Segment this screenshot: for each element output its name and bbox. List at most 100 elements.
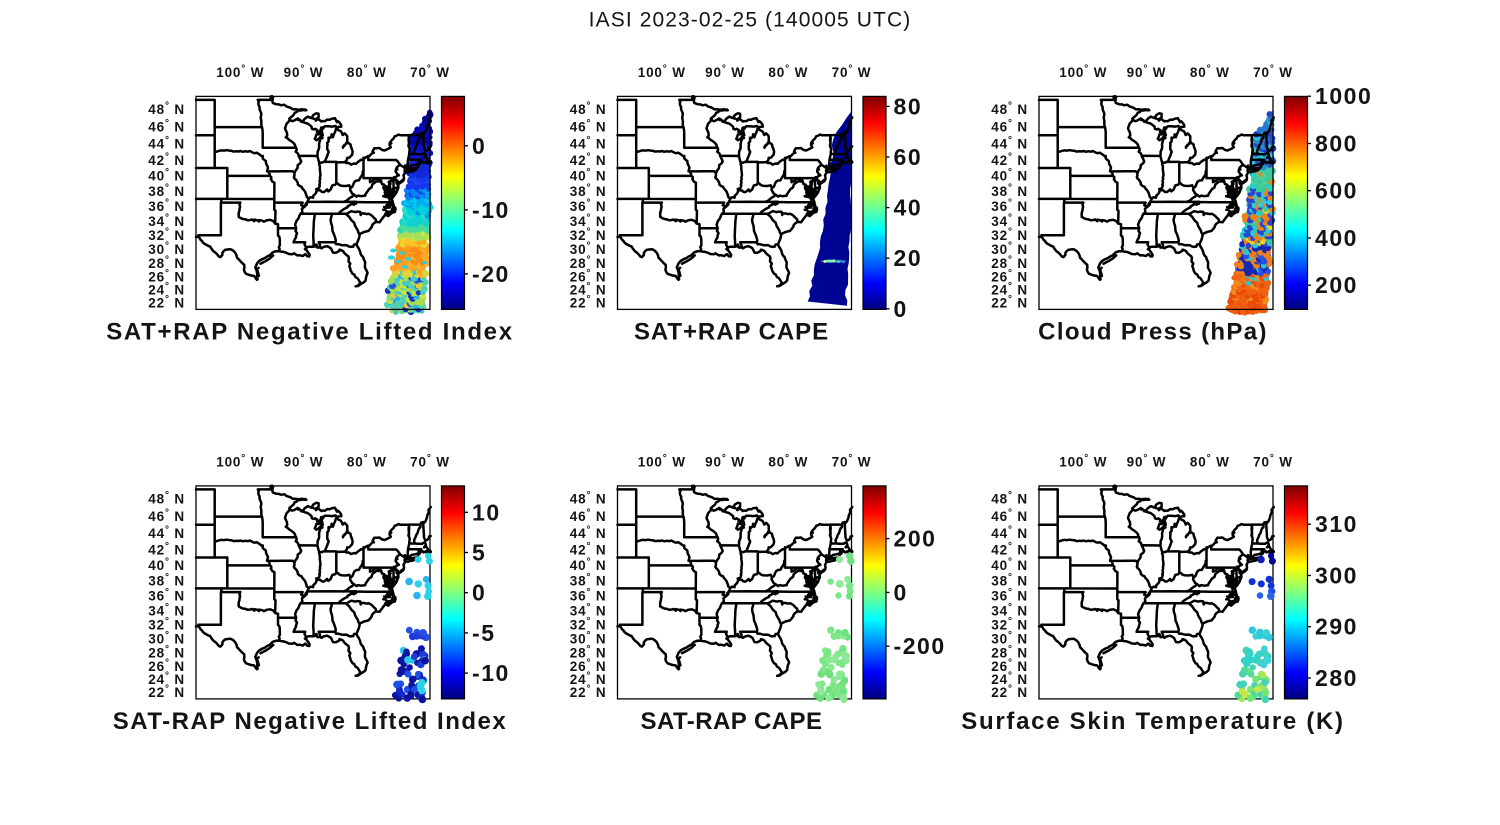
svg-text:38° N: 38° N [991, 183, 1028, 200]
svg-text:36° N: 36° N [148, 587, 185, 604]
svg-text:26° N: 26° N [991, 268, 1028, 285]
svg-text:40° N: 40° N [570, 167, 607, 184]
svg-text:32° N: 32° N [991, 616, 1028, 633]
svg-text:26° N: 26° N [570, 268, 607, 285]
svg-text:28° N: 28° N [570, 254, 607, 271]
svg-text:24° N: 24° N [570, 281, 607, 298]
svg-text:30° N: 30° N [570, 630, 607, 647]
svg-text:22° N: 22° N [991, 294, 1028, 311]
svg-text:40° N: 40° N [570, 557, 607, 574]
svg-text:34° N: 34° N [570, 602, 607, 619]
svg-text:32° N: 32° N [991, 227, 1028, 244]
svg-text:34° N: 34° N [148, 602, 185, 619]
svg-text:42° N: 42° N [570, 151, 607, 168]
svg-text:30° N: 30° N [148, 630, 185, 647]
svg-text:36° N: 36° N [148, 198, 185, 215]
svg-text:80: 80 [894, 93, 923, 119]
svg-text:310: 310 [1315, 511, 1358, 537]
svg-text:44° N: 44° N [570, 135, 607, 152]
svg-text:280: 280 [1315, 665, 1358, 691]
svg-text:32° N: 32° N [148, 227, 185, 244]
svg-text:70° W: 70° W [1253, 63, 1293, 80]
svg-text:22° N: 22° N [570, 684, 607, 701]
svg-text:SAT+RAP Negative Lifted Index: SAT+RAP Negative Lifted Index [106, 318, 514, 345]
svg-text:42° N: 42° N [991, 541, 1028, 558]
svg-text:800: 800 [1315, 131, 1358, 157]
svg-text:34° N: 34° N [570, 212, 607, 229]
svg-text:40° N: 40° N [991, 167, 1028, 184]
svg-text:32° N: 32° N [148, 616, 185, 633]
svg-text:Surface Skin Temperature (K): Surface Skin Temperature (K) [961, 708, 1345, 735]
svg-text:40° N: 40° N [148, 167, 185, 184]
svg-text:0: 0 [894, 296, 908, 322]
svg-text:290: 290 [1315, 614, 1358, 640]
svg-text:22° N: 22° N [991, 684, 1028, 701]
svg-text:48° N: 48° N [570, 490, 607, 507]
svg-text:300: 300 [1315, 563, 1358, 589]
svg-text:48° N: 48° N [570, 100, 607, 117]
svg-text:80° W: 80° W [347, 453, 387, 470]
svg-text:46° N: 46° N [148, 118, 185, 135]
svg-text:80° W: 80° W [1190, 63, 1230, 80]
svg-text:70° W: 70° W [832, 453, 872, 470]
svg-text:26° N: 26° N [148, 268, 185, 285]
svg-text:46° N: 46° N [570, 507, 607, 524]
svg-text:90° W: 90° W [1127, 453, 1167, 470]
svg-text:5: 5 [472, 540, 486, 566]
svg-text:24° N: 24° N [991, 281, 1028, 298]
svg-text:80° W: 80° W [768, 63, 808, 80]
svg-text:34° N: 34° N [148, 212, 185, 229]
svg-text:46° N: 46° N [991, 118, 1028, 135]
svg-text:36° N: 36° N [991, 198, 1028, 215]
svg-text:30° N: 30° N [991, 630, 1028, 647]
svg-text:42° N: 42° N [148, 541, 185, 558]
svg-text:100° W: 100° W [216, 453, 264, 470]
svg-text:44° N: 44° N [148, 135, 185, 152]
svg-text:-20: -20 [472, 261, 510, 287]
svg-text:46° N: 46° N [570, 118, 607, 135]
svg-text:28° N: 28° N [991, 644, 1028, 661]
svg-text:-5: -5 [472, 620, 496, 646]
svg-text:32° N: 32° N [570, 616, 607, 633]
svg-text:200: 200 [1315, 272, 1358, 298]
svg-text:90° W: 90° W [705, 453, 745, 470]
svg-text:38° N: 38° N [991, 572, 1028, 589]
svg-text:70° W: 70° W [1253, 453, 1293, 470]
svg-text:400: 400 [1315, 225, 1358, 251]
svg-text:200: 200 [894, 526, 937, 552]
svg-text:SAT-RAP Negative Lifted Index: SAT-RAP Negative Lifted Index [113, 708, 507, 735]
svg-text:26° N: 26° N [570, 657, 607, 674]
svg-text:60: 60 [894, 144, 923, 170]
svg-text:90° W: 90° W [1127, 63, 1167, 80]
svg-text:24° N: 24° N [991, 671, 1028, 688]
svg-text:80° W: 80° W [1190, 453, 1230, 470]
svg-text:1000: 1000 [1315, 83, 1372, 109]
svg-text:-200: -200 [894, 633, 946, 659]
svg-text:26° N: 26° N [148, 657, 185, 674]
svg-text:0: 0 [472, 580, 486, 606]
svg-text:48° N: 48° N [991, 490, 1028, 507]
svg-text:44° N: 44° N [991, 135, 1028, 152]
svg-text:36° N: 36° N [570, 587, 607, 604]
svg-text:30° N: 30° N [570, 241, 607, 258]
svg-text:20: 20 [894, 245, 923, 271]
svg-text:IASI 2023-02-25 (140005 UTC): IASI 2023-02-25 (140005 UTC) [589, 9, 912, 32]
svg-text:Cloud Press (hPa): Cloud Press (hPa) [1038, 318, 1268, 345]
svg-text:0: 0 [472, 133, 486, 159]
svg-text:42° N: 42° N [991, 151, 1028, 168]
svg-text:42° N: 42° N [148, 151, 185, 168]
svg-text:SAT+RAP CAPE: SAT+RAP CAPE [634, 318, 829, 345]
svg-text:22° N: 22° N [148, 684, 185, 701]
svg-text:48° N: 48° N [991, 100, 1028, 117]
svg-text:28° N: 28° N [148, 644, 185, 661]
svg-text:22° N: 22° N [148, 294, 185, 311]
svg-text:70° W: 70° W [410, 453, 450, 470]
svg-text:28° N: 28° N [570, 644, 607, 661]
svg-text:90° W: 90° W [284, 453, 324, 470]
svg-text:30° N: 30° N [148, 241, 185, 258]
svg-text:38° N: 38° N [570, 572, 607, 589]
svg-text:100° W: 100° W [1059, 63, 1107, 80]
svg-text:100° W: 100° W [216, 63, 264, 80]
svg-text:24° N: 24° N [570, 671, 607, 688]
svg-text:38° N: 38° N [148, 572, 185, 589]
